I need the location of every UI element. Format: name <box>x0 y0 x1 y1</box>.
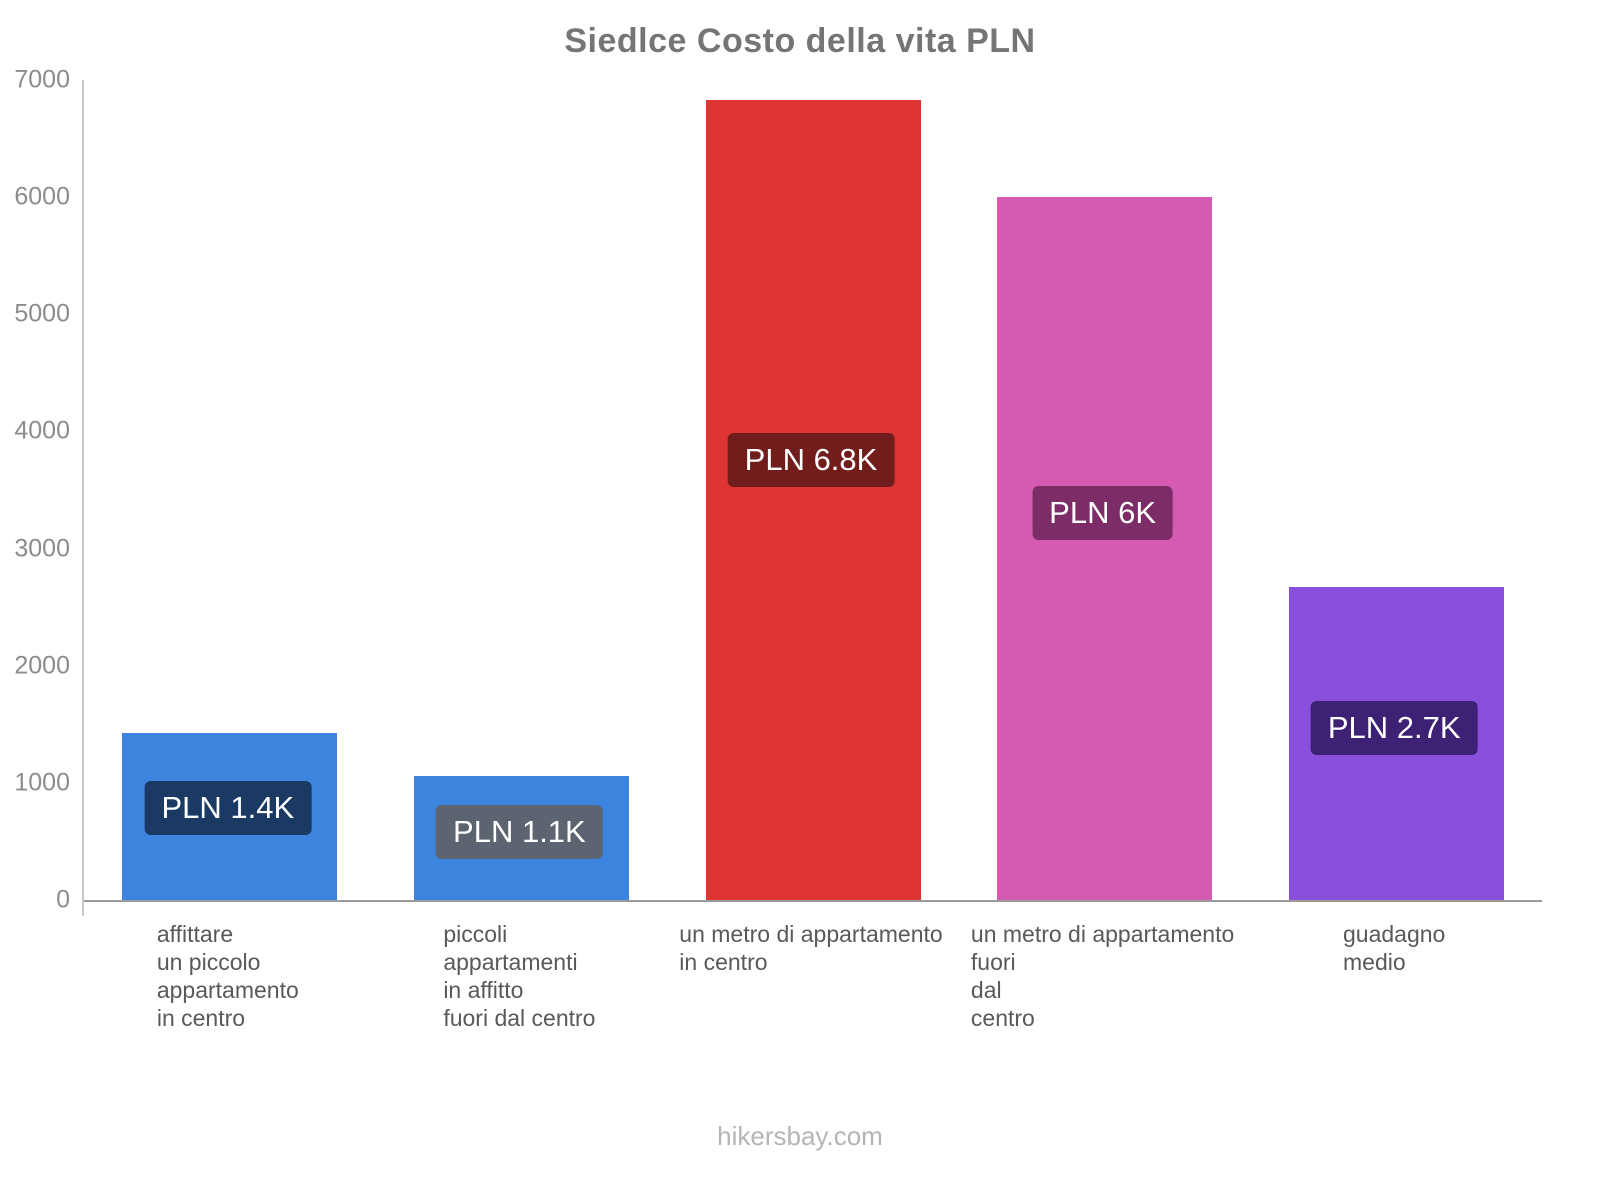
y-tick-label: 3000 <box>14 534 70 563</box>
bar-value-label: PLN 1.4K <box>144 781 312 836</box>
x-category-label-text: un metro di appartamento in centro <box>679 921 943 976</box>
bar-value-label: PLN 1.1K <box>436 804 603 859</box>
x-category-label: piccoli appartamenti in affitto fuori da… <box>443 920 671 1032</box>
x-axis-tick <box>82 900 84 916</box>
watermark-text: hikersbay.com <box>717 1121 883 1151</box>
bar-3[interactable] <box>997 197 1213 900</box>
bar-value-label: PLN 6K <box>1032 486 1174 541</box>
bar-2[interactable] <box>705 99 921 900</box>
bar-value-label: PLN 6.8K <box>727 432 895 487</box>
x-category-label-text: affittare un piccolo appartamento in cen… <box>156 921 299 1032</box>
plot-area <box>82 80 1542 902</box>
y-tick-label: 7000 <box>14 65 70 94</box>
x-category-label-text: un metro di appartamento fuori dal centr… <box>970 921 1235 1032</box>
bar-value-label: PLN 2.7K <box>1310 700 1478 755</box>
y-tick-label: 1000 <box>14 768 70 797</box>
x-category-label: affittare un piccolo appartamento in cen… <box>157 920 370 1032</box>
y-tick-label: 0 <box>56 885 70 914</box>
chart-title: Siedlce Costo della vita PLN <box>564 22 1036 60</box>
x-category-label: un metro di appartamento in centro <box>679 920 1074 976</box>
x-category-label: un metro di appartamento fuori dal centr… <box>971 920 1366 1032</box>
y-tick-label: 4000 <box>14 416 70 445</box>
y-tick-label: 6000 <box>14 182 70 211</box>
x-category-label-text: guadagno medio <box>1343 921 1446 976</box>
y-tick-label: 2000 <box>14 651 70 680</box>
x-category-label-text: piccoli appartamenti in affitto fuori da… <box>443 921 596 1032</box>
y-tick-label: 5000 <box>14 299 70 328</box>
x-category-label: guadagno medio <box>1343 920 1496 976</box>
